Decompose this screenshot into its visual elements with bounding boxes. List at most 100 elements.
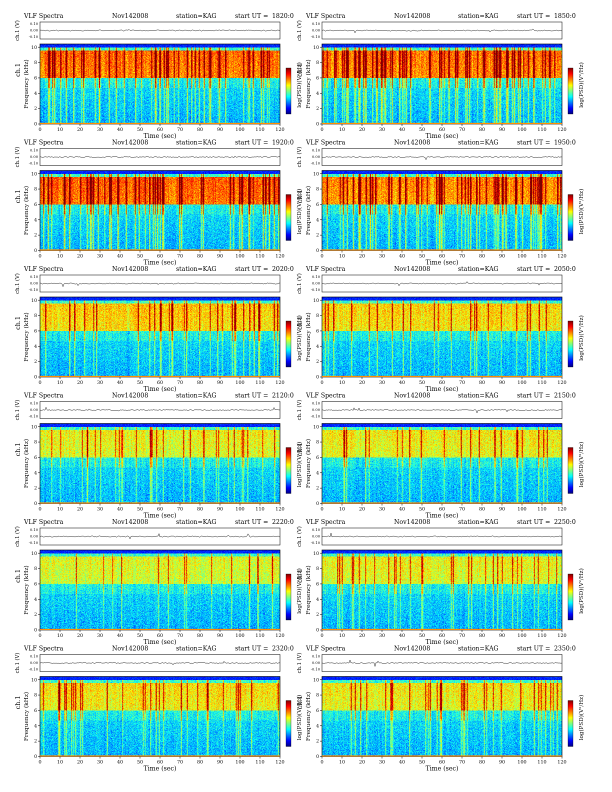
- trace-tick-label: 0.00: [312, 282, 321, 286]
- colorbar: [567, 447, 574, 494]
- y-axis-label: Frequency (kHz): [23, 692, 30, 741]
- panel-header-start-ut: 2120:0: [272, 393, 294, 400]
- panel-header-title: VLF Spectra: [23, 519, 64, 526]
- panel-header-start-ut: 2320:0: [272, 646, 294, 653]
- x-tick-label: 90: [499, 633, 505, 639]
- trace-frame: [321, 21, 563, 40]
- panel-header-ut-prefix: start UT =: [517, 266, 550, 273]
- panel-header-title: VLF Spectra: [305, 140, 346, 147]
- x-tick-label: 90: [499, 254, 505, 260]
- x-tick-label: 10: [339, 507, 345, 513]
- x-tick-label: 20: [77, 507, 83, 513]
- x-tick-label: 70: [459, 380, 465, 386]
- x-tick-label: 120: [557, 760, 566, 766]
- panel-header-station: station=KAG: [176, 140, 217, 147]
- x-tick-label: 30: [97, 380, 103, 386]
- x-tick-label: 100: [235, 380, 244, 386]
- trace-tick-label: 0.10: [30, 402, 39, 406]
- y-tick-label: 6: [34, 708, 37, 714]
- y-tick-label: 0: [316, 501, 319, 507]
- x-tick-label: 120: [275, 127, 284, 133]
- panel-header-date: Nov142008: [112, 266, 148, 273]
- x-tick-label: 20: [359, 633, 365, 639]
- y-tick-label: 4: [316, 470, 319, 476]
- x-tick-label: 10: [339, 127, 345, 133]
- trace-tick-label: 0.10: [312, 22, 321, 26]
- panel-header-date: Nov142008: [394, 519, 430, 526]
- x-tick-label: 100: [235, 127, 244, 133]
- x-tick-label: 110: [255, 760, 264, 766]
- spectrogram-image: [322, 170, 562, 251]
- colorbar: [285, 447, 292, 494]
- trace-line: [321, 281, 563, 287]
- x-tick-label: 50: [137, 507, 143, 513]
- x-tick-label: 60: [157, 254, 163, 260]
- y-tick-label: 0: [34, 628, 37, 634]
- y-tick-label: 4: [34, 723, 37, 729]
- x-tick-label: 20: [77, 633, 83, 639]
- x-tick-label: 100: [517, 127, 526, 133]
- y-tick-label: 0: [316, 122, 319, 128]
- x-tick-label: 50: [137, 633, 143, 639]
- panel-header-ut-prefix: start UT =: [517, 140, 550, 147]
- trace-axis-label: ch.1 (V): [296, 20, 303, 41]
- x-tick-label: 90: [217, 127, 223, 133]
- trace-tick-label: 0.00: [312, 661, 321, 665]
- panel-header-date: Nov142008: [394, 646, 430, 653]
- trace-tick-label: -0.10: [311, 288, 321, 292]
- panel-header-station: station=KAG: [458, 266, 499, 273]
- x-tick-label: 90: [499, 127, 505, 133]
- x-tick-label: 110: [255, 633, 264, 639]
- x-tick-label: 100: [517, 760, 526, 766]
- trace-tick-label: 0.10: [312, 655, 321, 659]
- panel-header-station: station=KAG: [458, 140, 499, 147]
- x-tick-label: 30: [379, 760, 385, 766]
- x-tick-label: 110: [255, 254, 264, 260]
- x-tick-label: 80: [479, 127, 485, 133]
- x-tick-label: 0: [320, 127, 323, 133]
- panel-header-ut-prefix: start UT =: [235, 13, 268, 20]
- x-tick-label: 20: [77, 127, 83, 133]
- x-tick-label: 20: [359, 127, 365, 133]
- spectrogram-panel: VLF Spectra Nov142008 station=KAG start UT …: [296, 393, 585, 520]
- panel-header-station: station=KAG: [176, 519, 217, 526]
- trace-tick-label: 0.10: [312, 149, 321, 153]
- panel-header-date: Nov142008: [112, 646, 148, 653]
- trace-frame: [321, 654, 563, 672]
- spectrogram-panel: VLF Spectra Nov142008 station=KAG start UT …: [296, 519, 585, 646]
- x-tick-label: 90: [499, 507, 505, 513]
- x-tick-label: 60: [439, 633, 445, 639]
- y-axis-label: Frequency (kHz): [305, 312, 312, 361]
- y-tick-label: 2: [34, 359, 37, 365]
- panel-header-title: VLF Spectra: [305, 519, 346, 526]
- x-tick-label: 30: [97, 633, 103, 639]
- spectrogram-image: [40, 44, 280, 124]
- y-axis-label: Frequency (kHz): [23, 186, 30, 235]
- y-tick-label: 8: [316, 313, 319, 319]
- x-tick-label: 100: [235, 633, 244, 639]
- x-tick-label: 40: [117, 760, 123, 766]
- y-tick-label: 2: [34, 233, 37, 239]
- x-tick-label: 50: [137, 254, 143, 260]
- x-tick-label: 70: [177, 380, 183, 386]
- y-tick-label: 0: [316, 754, 319, 760]
- y-tick-label: 4: [316, 344, 319, 350]
- trace-tick-label: 0.00: [312, 29, 321, 33]
- y-tick-label: 6: [34, 76, 37, 82]
- y-tick-label: 4: [316, 597, 319, 603]
- y-axis-label: Frequency (kHz): [23, 59, 30, 108]
- trace-tick-label: 0.10: [30, 655, 39, 659]
- x-tick-label: 10: [339, 380, 345, 386]
- channel-label: ch.1: [14, 316, 22, 330]
- panel-header-start-ut: 2350:0: [554, 646, 576, 653]
- trace-tick-label: 0.00: [312, 408, 321, 412]
- colorbar: [285, 67, 292, 115]
- colorbar-label: log(PSD)(V²/Hz): [578, 695, 585, 741]
- x-tick-label: 50: [419, 127, 425, 133]
- x-tick-label: 0: [38, 633, 41, 639]
- colorbar: [285, 194, 292, 241]
- y-tick-label: 2: [34, 612, 37, 618]
- colorbar-label: log(PSD)(V²/Hz): [296, 315, 303, 361]
- trace-line: [321, 659, 563, 668]
- x-tick-label: 10: [57, 254, 63, 260]
